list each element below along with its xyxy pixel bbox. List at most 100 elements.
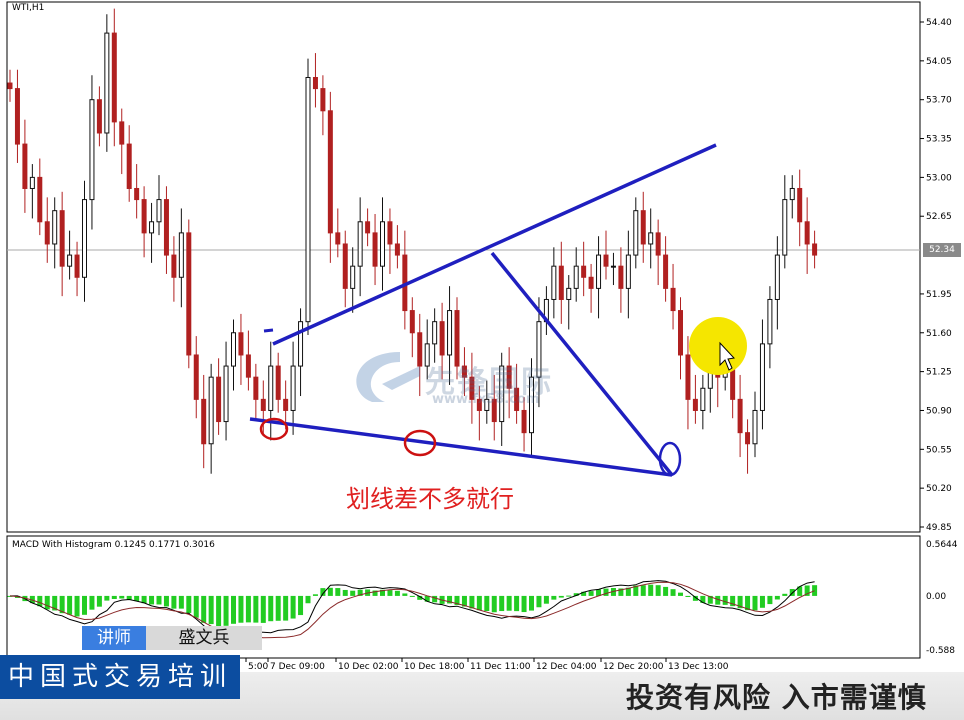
macd-histogram-bar	[409, 595, 415, 597]
macd-histogram-bar	[536, 595, 542, 608]
macd-histogram-bar	[52, 595, 58, 611]
candle-body	[268, 365, 274, 411]
macd-histogram-bar	[111, 595, 117, 599]
candle-body	[216, 376, 222, 423]
macd-histogram-bar	[283, 595, 289, 621]
macd-histogram-bar	[521, 595, 527, 613]
candle-body	[104, 32, 110, 134]
candle-body	[29, 176, 35, 189]
macd-histogram-bar	[223, 595, 229, 626]
macd-histogram-bar	[603, 588, 609, 596]
macd-histogram-bar	[633, 585, 639, 596]
low-circle-2	[403, 429, 437, 457]
price-tick-label: 50.20	[926, 484, 952, 494]
candle-body	[737, 398, 743, 434]
macd-histogram-bar	[424, 595, 430, 602]
candle-body	[245, 354, 251, 378]
price-tick-label: 54.05	[926, 57, 952, 67]
descending-trendline[interactable]	[490, 251, 674, 477]
candle-body	[499, 365, 505, 423]
candle-body	[670, 287, 676, 312]
macd-histogram-bar	[581, 591, 587, 596]
candle-body	[231, 332, 236, 367]
macd-histogram-bar	[186, 595, 192, 613]
candle-body	[126, 143, 132, 189]
candle-body	[119, 121, 125, 145]
macd-histogram-bar	[357, 589, 363, 596]
macd-histogram-bar	[104, 595, 110, 601]
macd-histogram-bar	[692, 595, 698, 601]
candle-body	[454, 310, 460, 367]
time-axis: 5:00 7 Dec 09:00 10 Dec 02:00 10 Dec 18:00 1…	[245, 658, 729, 672]
candle-body	[171, 254, 177, 278]
macd-histogram-bar	[812, 585, 818, 596]
candle-body	[290, 365, 296, 411]
upper-trendline[interactable]	[272, 143, 717, 346]
price-axis: 54.40 54.05 53.70 53.35 53.00 52.65 51.95 51.60…	[920, 18, 952, 533]
macd-histogram-bar	[44, 595, 50, 610]
candle-body	[394, 243, 400, 256]
candle-body	[305, 76, 311, 323]
macd-histogram-bar	[663, 586, 669, 596]
candle-body	[260, 398, 266, 411]
macd-frame	[6, 535, 921, 659]
candle-body	[223, 365, 229, 423]
macd-histogram-bar	[59, 595, 65, 614]
candle-body	[208, 376, 214, 445]
macd-histogram-bar	[797, 586, 803, 596]
macd-histogram-bar	[380, 589, 385, 596]
candle-body	[283, 398, 289, 411]
last-price-badge: 52.34	[923, 243, 961, 257]
macd-histogram-bar	[29, 595, 35, 604]
candle-body	[469, 376, 475, 400]
macd-histogram-bar	[268, 595, 274, 622]
candle-body	[603, 254, 609, 267]
macd-layer: 0.5644 0.00 -0.588	[7, 540, 958, 656]
macd-histogram-bar	[253, 595, 259, 623]
candle-body	[648, 232, 654, 245]
candle-body	[685, 354, 691, 400]
macd-histogram-bar	[432, 595, 438, 603]
candle-body	[633, 210, 639, 256]
lecturer-name: 盛文兵	[146, 626, 262, 650]
candle-body	[275, 365, 281, 400]
candle-body	[767, 298, 773, 345]
macd-histogram-bar	[67, 595, 73, 615]
macd-histogram-bar	[737, 595, 743, 609]
cursor-highlight	[689, 317, 747, 375]
macd-histogram-bar	[447, 595, 453, 604]
candle-body	[521, 409, 527, 434]
macd-histogram-bar	[655, 585, 661, 596]
course-banner: 中国式交易培训	[0, 655, 240, 699]
macd-histogram-bar	[119, 595, 125, 599]
candle-body	[797, 187, 803, 223]
time-tick-label: 11 Dec 11:00	[470, 662, 531, 672]
lower-trendline[interactable]	[249, 417, 673, 477]
macd-tick-label: -0.588	[926, 646, 955, 656]
macd-histogram-bar	[335, 588, 341, 596]
macd-histogram-bar	[745, 595, 751, 611]
macd-histogram-bar	[610, 588, 616, 596]
candle-body	[759, 343, 765, 411]
macd-histogram-bar	[238, 595, 244, 623]
macd-histogram-bar	[178, 595, 184, 609]
candle-body	[89, 99, 95, 201]
candle-body	[588, 276, 594, 289]
candle-body	[529, 376, 534, 434]
time-tick-label: 10 Dec 18:00	[404, 662, 465, 672]
macd-histogram-bar	[126, 595, 132, 600]
main-chart-frame	[6, 1, 921, 533]
candle-body	[752, 409, 758, 445]
candle-body	[335, 232, 341, 245]
risk-notice: 投资有风险 入市需谨慎	[626, 681, 927, 714]
macd-histogram-bar	[782, 593, 788, 596]
candle-body	[581, 265, 587, 278]
macd-histogram-bar	[648, 584, 654, 596]
macd-indicator-label: MACD With Histogram 0.1245 0.1771 0.3016	[12, 540, 215, 550]
price-tick-label: 51.60	[926, 329, 952, 339]
candle-body	[506, 365, 512, 389]
macd-histogram-bar	[96, 595, 102, 607]
candle-body	[141, 199, 147, 234]
macd-histogram-bar	[566, 595, 572, 597]
